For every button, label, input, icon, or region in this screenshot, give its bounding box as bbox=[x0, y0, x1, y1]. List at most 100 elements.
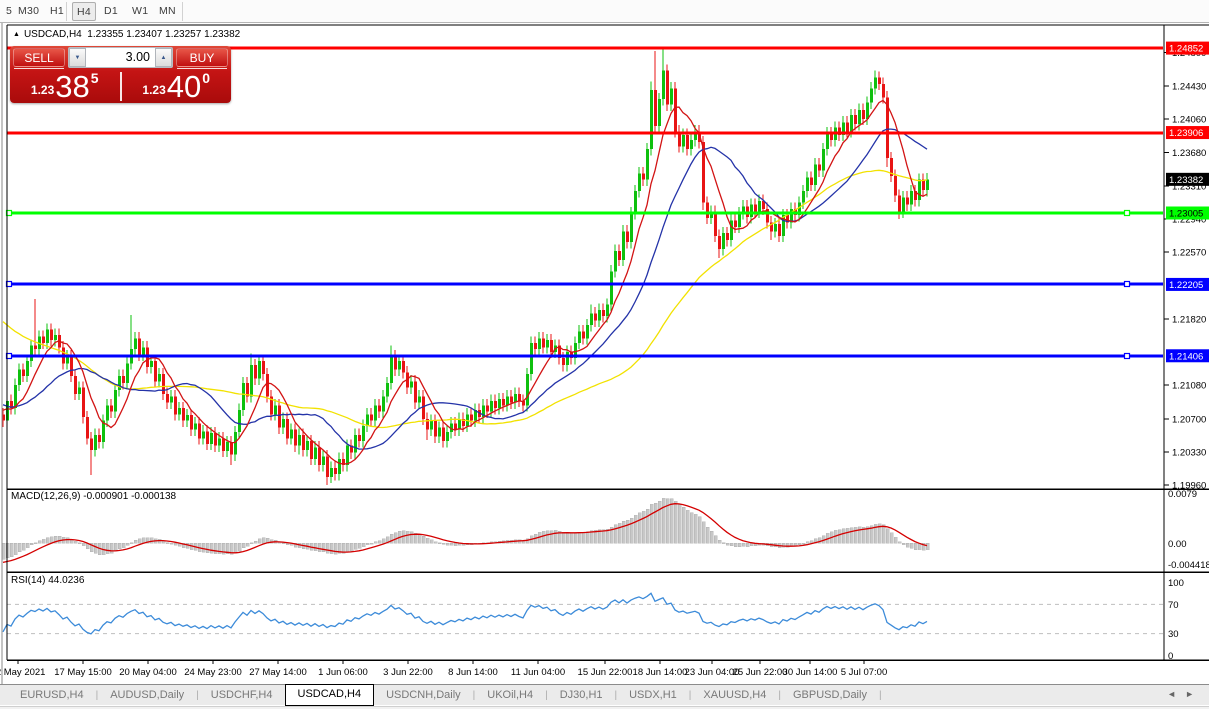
candle-body bbox=[522, 400, 525, 406]
candle-body bbox=[438, 427, 441, 437]
tab-xauusd-h4[interactable]: XAUUSD,H4 bbox=[703, 688, 767, 701]
trade-top-row: SELL ▼ 3.00 ▲ BUY bbox=[10, 46, 231, 69]
macd-histogram-bar bbox=[649, 504, 654, 544]
tab-usdcnh-daily[interactable]: USDCNH,Daily bbox=[386, 688, 461, 701]
date-tick-label: 5 Jul 07:00 bbox=[841, 667, 887, 678]
timeframe-button-m30[interactable]: M30 bbox=[18, 5, 40, 17]
volume-increase-button[interactable]: ▲ bbox=[155, 48, 172, 67]
candle-body bbox=[114, 390, 117, 412]
buy-price-small: 1.23 bbox=[142, 83, 166, 97]
candle-body bbox=[210, 433, 213, 444]
candle-body bbox=[270, 396, 273, 415]
macd-histogram-bar bbox=[585, 531, 590, 544]
buy-underline bbox=[177, 68, 227, 69]
macd-histogram-bar bbox=[637, 512, 642, 544]
timeframe-button-h1[interactable]: H1 bbox=[50, 5, 65, 17]
level-handle[interactable] bbox=[1123, 280, 1131, 288]
candle-body bbox=[666, 70, 669, 105]
candle-body bbox=[802, 191, 805, 203]
macd-signal-line bbox=[2, 503, 928, 564]
tab-ukoil-h4[interactable]: UKOil,H4 bbox=[487, 688, 534, 701]
candle-body bbox=[526, 374, 529, 406]
candle-body bbox=[74, 375, 77, 394]
buy-button[interactable]: BUY bbox=[176, 48, 228, 67]
macd-histogram-bar bbox=[569, 532, 574, 544]
candle-body bbox=[34, 345, 37, 350]
sell-button[interactable]: SELL bbox=[13, 48, 65, 67]
candle-body bbox=[650, 90, 653, 150]
candle-body bbox=[726, 233, 729, 241]
macd-histogram-bar bbox=[837, 529, 842, 544]
tab-usdcad-h4[interactable]: USDCAD,H4 bbox=[284, 683, 375, 706]
buy-price[interactable]: 1.23 40 0 bbox=[122, 70, 232, 103]
tab-gbpusd-daily[interactable]: GBPUSD,Daily bbox=[792, 688, 867, 701]
macd-histogram-bar bbox=[317, 542, 322, 552]
macd-histogram-bar bbox=[213, 542, 218, 554]
price-tick-label: 1.23310 bbox=[1172, 181, 1206, 192]
candle-body bbox=[626, 231, 629, 243]
timeframe-button-h4[interactable]: H4 bbox=[72, 2, 97, 21]
tab-dj30-h1[interactable]: DJ30,H1 bbox=[559, 688, 603, 701]
rsi-axis-label: 100 bbox=[1168, 578, 1184, 589]
collapse-arrow-icon[interactable]: ▲ bbox=[13, 31, 20, 38]
macd-histogram-bar bbox=[109, 542, 114, 554]
macd-histogram-bar bbox=[885, 528, 890, 544]
macd-histogram-bar bbox=[657, 500, 662, 544]
macd-histogram-bar bbox=[377, 540, 382, 544]
candle-body bbox=[898, 195, 901, 212]
level-handle[interactable] bbox=[1123, 209, 1131, 217]
macd-histogram-bar bbox=[205, 542, 210, 554]
macd-histogram-bar bbox=[181, 542, 186, 548]
status-bar bbox=[0, 706, 1209, 709]
candle-body bbox=[322, 456, 325, 466]
sell-price[interactable]: 1.23 38 5 bbox=[10, 70, 120, 103]
rsi-line bbox=[2, 592, 928, 635]
macd-histogram-bar bbox=[77, 542, 82, 545]
candle-body bbox=[194, 423, 197, 430]
candle-body bbox=[646, 149, 649, 180]
candle-body bbox=[82, 387, 85, 418]
candle-body bbox=[594, 313, 597, 321]
timeframe-button-d1[interactable]: D1 bbox=[104, 5, 119, 17]
price-tick-label: 1.22940 bbox=[1172, 214, 1206, 225]
candle-body bbox=[614, 250, 617, 272]
tab-scroll-right-icon[interactable]: ► bbox=[1185, 689, 1203, 699]
price-tick-label: 1.21080 bbox=[1172, 380, 1206, 391]
timeframe-button-w1[interactable]: W1 bbox=[132, 5, 149, 17]
price-tick-label: 1.19960 bbox=[1172, 480, 1206, 491]
macd-histogram-bar bbox=[389, 533, 394, 544]
timeframe-button-mn[interactable]: MN bbox=[159, 5, 176, 17]
tab-eurusd-h4[interactable]: EURUSD,H4 bbox=[20, 688, 84, 701]
macd-histogram-bar bbox=[609, 527, 614, 544]
candle-body bbox=[422, 396, 425, 419]
macd-axis-label: 0.00 bbox=[1168, 539, 1187, 550]
macd-histogram-bar bbox=[165, 542, 170, 544]
date-tick-label: 17 May 15:00 bbox=[54, 667, 112, 678]
macd-histogram-bar bbox=[245, 542, 250, 547]
volume-decrease-button[interactable]: ▼ bbox=[69, 48, 86, 67]
macd-histogram-bar bbox=[21, 542, 26, 551]
sell-price-small: 1.23 bbox=[30, 83, 55, 97]
tab-scroll-left-icon[interactable]: ◄ bbox=[1167, 689, 1186, 699]
candle-body bbox=[462, 418, 465, 426]
candle-body bbox=[722, 233, 725, 250]
candle-body bbox=[578, 331, 581, 343]
volume-input[interactable]: 3.00 bbox=[125, 50, 150, 64]
candle-body bbox=[678, 131, 681, 147]
level-handle[interactable] bbox=[1123, 352, 1131, 360]
candle-body bbox=[734, 220, 737, 227]
macd-histogram-bar bbox=[849, 527, 854, 544]
macd-histogram-bar bbox=[405, 531, 410, 544]
price-badge bbox=[1166, 126, 1209, 140]
tab-usdx-h1[interactable]: USDX,H1 bbox=[629, 688, 677, 701]
toolbar-separator bbox=[182, 2, 183, 21]
macd-histogram-bar bbox=[41, 539, 46, 544]
candle-body bbox=[122, 375, 125, 384]
macd-histogram-bar bbox=[433, 541, 438, 544]
tab-usdchf-h4[interactable]: USDCHF,H4 bbox=[210, 688, 273, 701]
tab-audusd-daily[interactable]: AUDUSD,Daily bbox=[110, 688, 185, 701]
candle-body bbox=[410, 381, 413, 388]
candle-body bbox=[178, 408, 181, 415]
timeframe-button-5[interactable]: 5 bbox=[6, 5, 13, 17]
